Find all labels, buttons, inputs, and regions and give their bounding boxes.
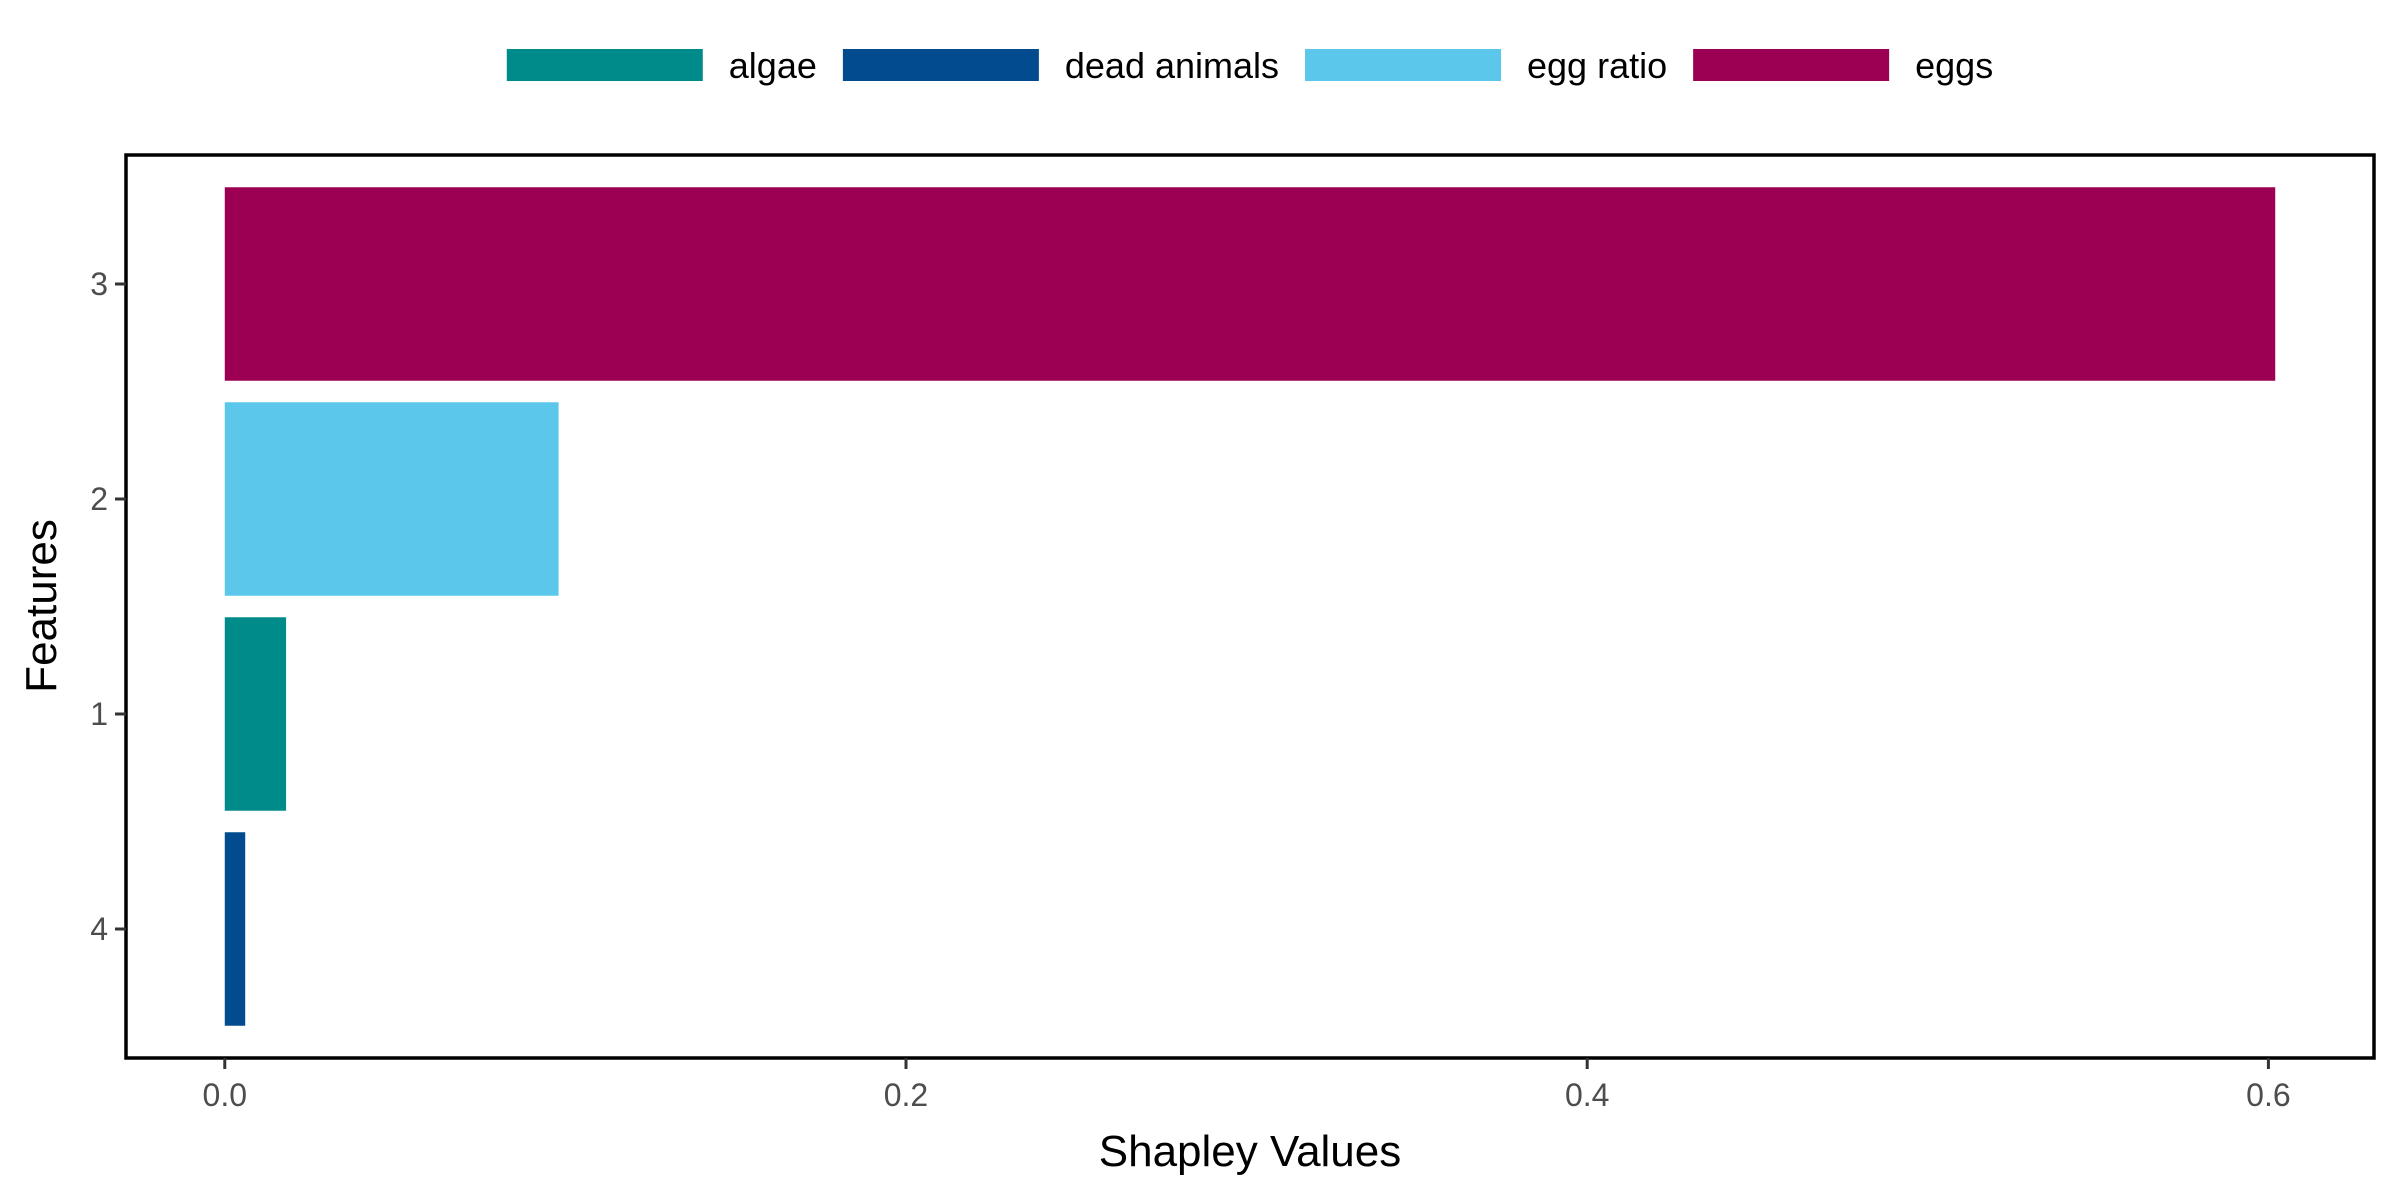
x-tick-label: 0.6 [2246, 1077, 2290, 1113]
legend: algae dead animals egg ratio eggs [506, 45, 1993, 86]
legend-label-dead-animals: dead animals [1065, 45, 1279, 86]
x-tick-label: 0.4 [1565, 1077, 1609, 1113]
x-tick-label: 0.2 [884, 1077, 928, 1113]
y-axis: 3 2 1 4 [90, 266, 126, 947]
x-tick-label: 0.0 [203, 1077, 247, 1113]
x-axis: 0.0 0.2 0.4 0.6 [203, 1058, 2291, 1113]
legend-key-eggs [1693, 49, 1890, 81]
y-tick-label: 1 [90, 696, 108, 732]
y-tick-label: 4 [90, 911, 108, 947]
y-tick-label: 2 [90, 481, 108, 517]
legend-key-egg-ratio [1305, 49, 1502, 81]
bar-dead-animals [224, 832, 246, 1026]
plot-panel-border [124, 153, 2376, 1060]
bars-group [224, 187, 2276, 1026]
legend-label-egg-ratio: egg ratio [1527, 45, 1667, 86]
bar-eggs [224, 187, 2276, 381]
y-tick-label: 3 [90, 266, 108, 302]
bar-algae [224, 617, 287, 811]
legend-label-algae: algae [729, 45, 817, 86]
legend-label-eggs: eggs [1915, 45, 1993, 86]
bar-egg-ratio [224, 402, 559, 596]
x-axis-title: Shapley Values [1099, 1127, 1402, 1176]
legend-key-dead-animals [842, 49, 1039, 81]
legend-key-algae [506, 49, 703, 81]
y-axis-title: Features [17, 519, 66, 693]
